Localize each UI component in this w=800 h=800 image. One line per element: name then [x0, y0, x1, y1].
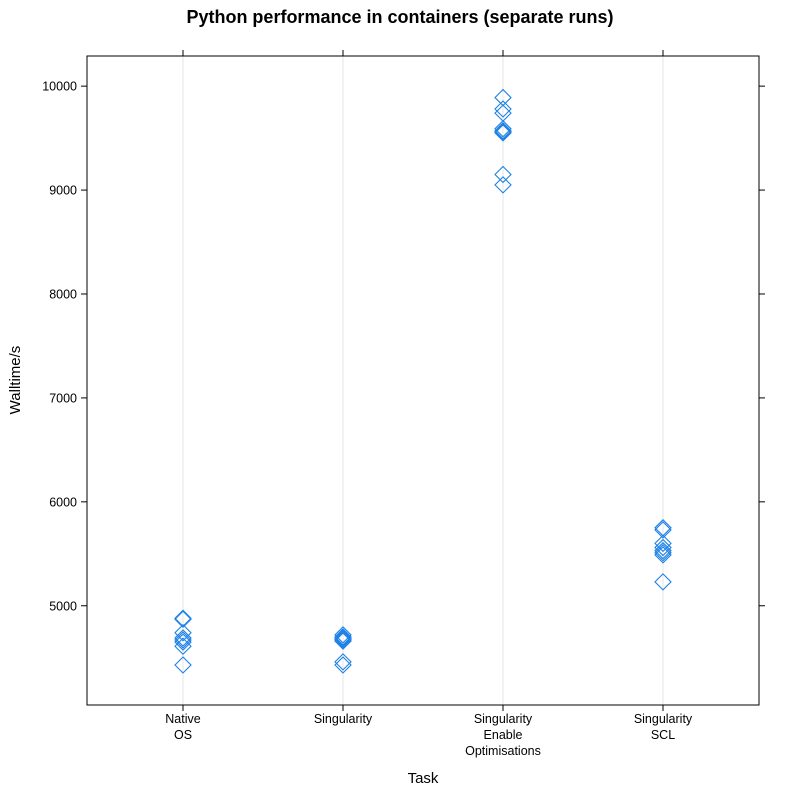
- data-point: [174, 610, 192, 629]
- data-point: [654, 534, 672, 553]
- data-point: [654, 538, 672, 557]
- data-point: [494, 124, 512, 142]
- x-tick-label-line: Singularity: [634, 712, 693, 726]
- x-axis: Native OS Singularity Singularity Enable Opti…: [165, 50, 693, 758]
- x-tick-label: Singularity Enable Optimisations: [465, 712, 541, 758]
- x-tick-label-line: Native: [165, 712, 200, 726]
- data-point: [494, 176, 512, 194]
- data-point: [174, 609, 192, 628]
- data-point: [174, 637, 192, 656]
- data-point: [334, 631, 352, 649]
- data-point: [494, 100, 512, 118]
- data-point: [654, 573, 672, 591]
- y-tick-label: 8000: [49, 287, 77, 301]
- data-point: [654, 546, 672, 564]
- data-point: [334, 653, 352, 671]
- x-tick-label: Native OS: [165, 712, 200, 742]
- x-tick-label: Singularity: [314, 712, 373, 726]
- y-tick-label: 6000: [49, 495, 77, 509]
- data-point: [334, 632, 352, 650]
- chart-title: Python performance in containers (separa…: [186, 7, 613, 27]
- y-axis-label: Walltime/s: [7, 346, 24, 415]
- data-point: [174, 633, 192, 651]
- data-point: [174, 656, 192, 674]
- y-axis: 5000 6000 7000 8000 9000 10000: [42, 80, 765, 613]
- data-point: [494, 123, 512, 141]
- y-tick-label: 7000: [49, 391, 77, 405]
- x-tick-label-line: OS: [174, 728, 192, 742]
- grid-lines: [182, 56, 664, 705]
- data-point: [174, 631, 192, 649]
- x-tick-label-line: SCL: [651, 728, 675, 742]
- data-point: [654, 543, 672, 562]
- data-point: [334, 628, 352, 646]
- data-point: [334, 629, 352, 647]
- data-point: [334, 656, 352, 674]
- x-tick-label: Singularity SCL: [634, 712, 693, 742]
- data-point: [334, 630, 352, 648]
- y-tick-label: 5000: [49, 599, 77, 613]
- y-tick-label: 10000: [42, 80, 77, 94]
- y-tick-label: 9000: [49, 184, 77, 198]
- data-points: [174, 88, 672, 674]
- data-point: [654, 541, 672, 560]
- x-tick-label-line: Enable: [484, 728, 523, 742]
- data-point: [494, 165, 512, 184]
- data-point: [334, 626, 352, 644]
- x-tick-label-line: Singularity: [474, 712, 533, 726]
- data-point: [494, 122, 512, 140]
- data-point: [174, 623, 192, 642]
- data-point: [174, 629, 192, 647]
- data-point: [654, 521, 672, 539]
- x-axis-label: Task: [408, 770, 439, 787]
- data-point: [494, 119, 512, 138]
- plot-frame: [86, 55, 760, 706]
- x-tick-label-line: Optimisations: [465, 744, 541, 758]
- x-tick-label-line: Singularity: [314, 712, 373, 726]
